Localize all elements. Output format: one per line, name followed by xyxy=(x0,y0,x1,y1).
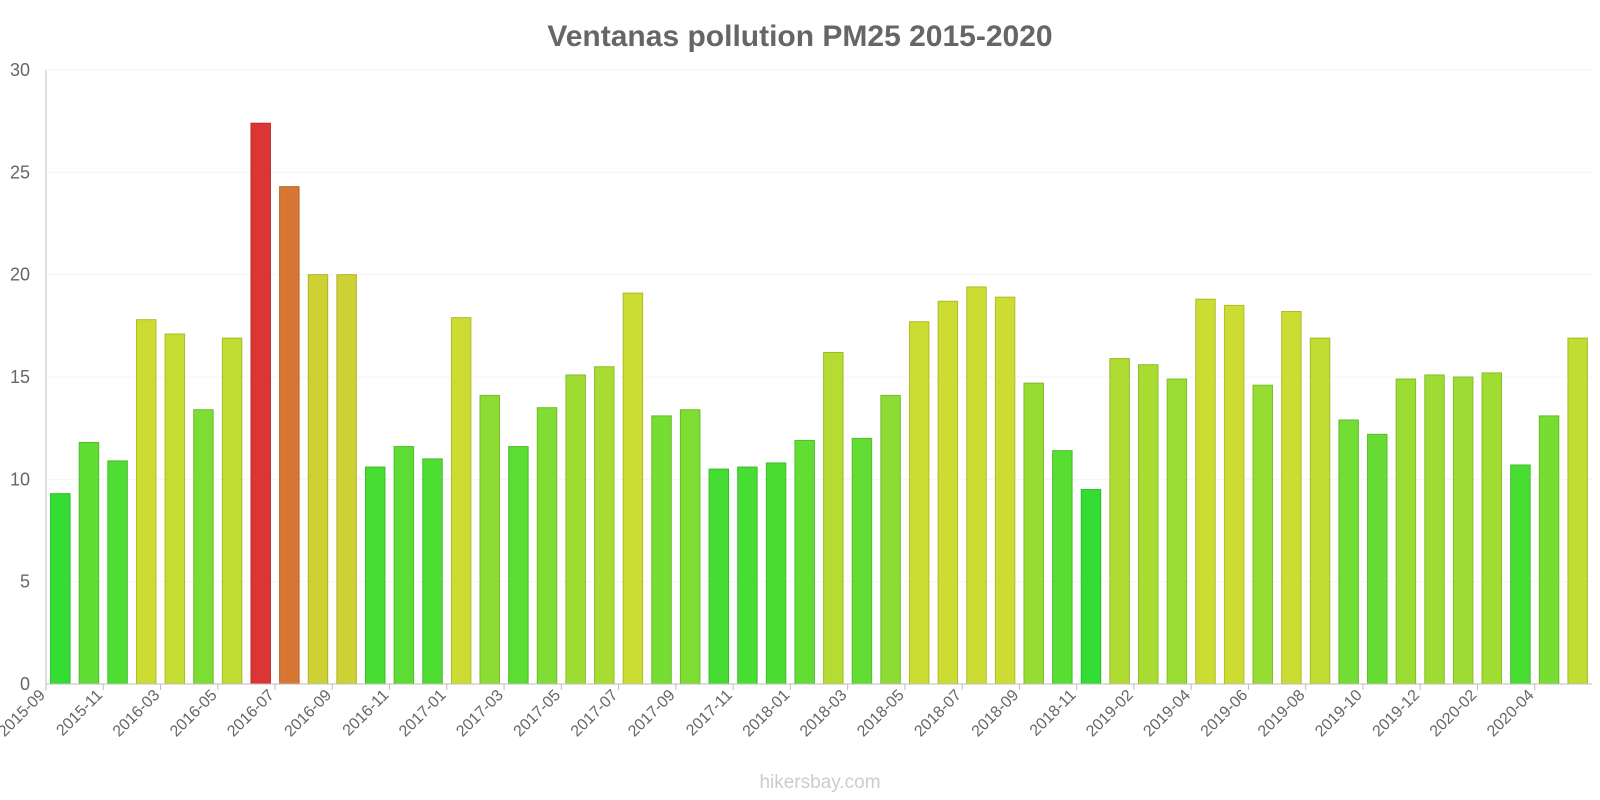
y-tick-label: 10 xyxy=(10,469,30,489)
bar-2017-11[interactable] xyxy=(737,466,758,685)
x-tick-label: 2018-09 xyxy=(969,687,1023,741)
bar-2020-03[interactable] xyxy=(1510,464,1531,685)
bar-2016-09[interactable] xyxy=(336,274,357,685)
bar-2016-08[interactable] xyxy=(307,274,329,685)
bar-2019-08[interactable] xyxy=(1309,337,1331,685)
x-tick-label: 2019-10 xyxy=(1312,687,1366,741)
bar-2017-03[interactable] xyxy=(508,446,529,685)
bar-2020-02[interactable] xyxy=(1481,372,1503,685)
x-tick-label: 2019-06 xyxy=(1198,687,1252,741)
bar-2017-07[interactable] xyxy=(622,292,644,685)
chart-title: Ventanas pollution PM25 2015-2020 xyxy=(547,20,1052,53)
x-tick-label: 2017-03 xyxy=(453,687,507,741)
bar-2018-05[interactable] xyxy=(908,321,930,685)
bar-2018-11[interactable] xyxy=(1080,489,1102,685)
x-tick-label: 2018-05 xyxy=(854,687,908,741)
bar-2018-04[interactable] xyxy=(880,394,901,685)
x-tick-label: 2017-09 xyxy=(625,687,679,741)
x-tick-label: 2019-08 xyxy=(1255,687,1309,741)
x-tick-label: 2018-03 xyxy=(797,687,851,741)
bar-2018-06[interactable] xyxy=(937,300,959,685)
x-tick-label: 2018-11 xyxy=(1027,687,1080,740)
bar-2019-07[interactable] xyxy=(1281,311,1302,685)
y-axis-ticks: 0 5 10 15 20 25 30 xyxy=(10,60,30,694)
bar-2017-06[interactable] xyxy=(594,366,615,685)
x-tick-label: 2019-02 xyxy=(1083,687,1137,741)
y-tick-label: 30 xyxy=(10,60,30,80)
bar-2017-12[interactable] xyxy=(765,462,787,685)
bars xyxy=(50,122,1588,685)
bar-2019-04[interactable] xyxy=(1195,298,1216,685)
bar-2017-05[interactable] xyxy=(565,374,586,685)
bar-2016-05[interactable] xyxy=(221,337,243,685)
x-tick-label: 2015-09 xyxy=(0,687,49,741)
bar-2020-04[interactable] xyxy=(1538,415,1560,685)
bar-2019-03[interactable] xyxy=(1166,378,1188,685)
x-tick-label: 2020-04 xyxy=(1484,687,1538,741)
x-tick-label: 2019-04 xyxy=(1140,687,1194,741)
y-tick-label: 0 xyxy=(20,674,30,694)
x-tick-label: 2016-09 xyxy=(282,687,336,741)
x-tick-label: 2017-11 xyxy=(683,687,736,740)
x-tick-label: 2016-03 xyxy=(110,687,164,741)
watermark: hikersbay.com xyxy=(759,772,880,793)
bar-2019-12[interactable] xyxy=(1424,374,1445,685)
bar-2016-11[interactable] xyxy=(393,446,415,685)
bar-2017-01[interactable] xyxy=(450,317,472,685)
x-tick-label: 2018-01 xyxy=(740,687,794,741)
bar-2018-07[interactable] xyxy=(966,286,987,685)
bar-2016-04[interactable] xyxy=(193,409,214,685)
bar-2015-11[interactable] xyxy=(107,460,128,685)
x-tick-label: 2015-11 xyxy=(53,687,106,740)
x-tick-label: 2017-07 xyxy=(568,687,622,741)
bar-2016-12[interactable] xyxy=(422,458,443,685)
bar-2017-02[interactable] xyxy=(479,394,500,685)
bar-2018-02[interactable] xyxy=(823,351,844,685)
bar-2020-05[interactable] xyxy=(1567,337,1588,685)
y-tick-label: 20 xyxy=(10,265,30,285)
bar-2019-10[interactable] xyxy=(1367,433,1388,685)
y-tick-label: 25 xyxy=(10,162,30,182)
x-tick-label: 2017-01 xyxy=(396,687,450,741)
bar-2019-06[interactable] xyxy=(1252,384,1273,685)
bar-2019-05[interactable] xyxy=(1223,304,1245,685)
bar-2015-09[interactable] xyxy=(50,493,71,685)
bar-2020-01[interactable] xyxy=(1452,376,1474,685)
x-tick-label: 2016-05 xyxy=(167,687,221,741)
x-tick-label: 2016-07 xyxy=(224,687,278,741)
y-tick-label: 5 xyxy=(20,572,30,592)
bar-2018-03[interactable] xyxy=(851,437,873,685)
bar-2018-10[interactable] xyxy=(1052,450,1073,685)
bar-2016-03[interactable] xyxy=(164,333,186,685)
y-tick-label: 15 xyxy=(10,367,30,387)
bar-2015-12[interactable] xyxy=(135,319,157,685)
bar-2017-09[interactable] xyxy=(679,409,701,685)
bar-2019-01[interactable] xyxy=(1109,358,1130,685)
bar-2019-11[interactable] xyxy=(1395,378,1417,685)
bar-2015-10[interactable] xyxy=(78,441,100,685)
bar-2018-09[interactable] xyxy=(1023,382,1044,685)
bar-2018-01[interactable] xyxy=(794,439,815,685)
bar-2019-09[interactable] xyxy=(1338,419,1359,685)
x-tick-label: 2017-05 xyxy=(511,687,565,741)
x-tick-label: 2019-12 xyxy=(1370,687,1424,741)
x-tick-label: 2020-02 xyxy=(1427,687,1481,741)
bar-2016-10[interactable] xyxy=(365,466,386,685)
bar-2016-06[interactable] xyxy=(250,122,271,685)
bar-2017-10[interactable] xyxy=(708,468,730,685)
x-tick-label: 2016-11 xyxy=(340,687,393,740)
x-axis-ticks: 2015-09 2015-11 2016-03 2016-05 2016-07 2016-… xyxy=(0,684,1538,740)
grid-lines xyxy=(46,69,1592,583)
x-tick-label: 2018-07 xyxy=(911,687,965,741)
bar-2018-08[interactable] xyxy=(994,296,1016,685)
bar-2017-08[interactable] xyxy=(651,415,672,685)
bar-2019-02[interactable] xyxy=(1138,364,1159,685)
bar-2016-07[interactable] xyxy=(279,186,300,685)
bar-2017-04[interactable] xyxy=(536,407,558,685)
